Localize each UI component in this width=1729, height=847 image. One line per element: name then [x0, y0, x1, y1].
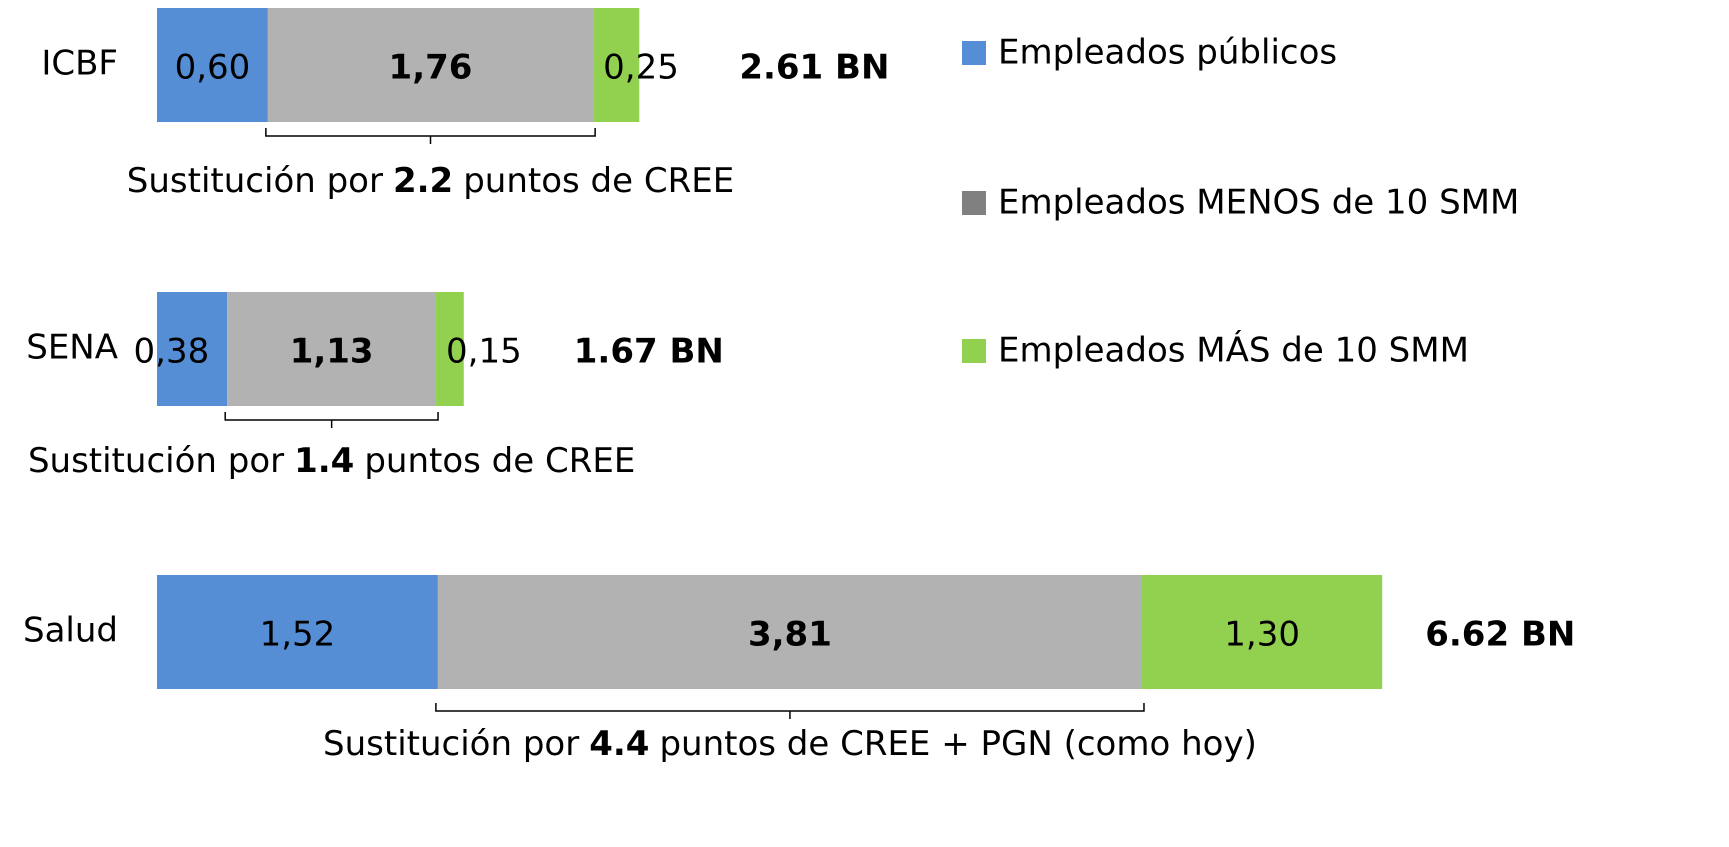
total-label: 1.67 BN [574, 332, 724, 372]
legend-swatch [962, 191, 986, 215]
bar-segment [267, 8, 594, 122]
annotation: Sustitución por 1.4 puntos de CREE [28, 441, 635, 481]
legend-label: Empleados MÁS de 10 SMM [998, 330, 1469, 371]
bar-segment [437, 575, 1142, 689]
legend-label: Empleados MENOS de 10 SMM [998, 183, 1519, 223]
legend-label: Empleados públicos [998, 33, 1337, 73]
brace [435, 703, 1145, 719]
total-label: 6.62 BN [1425, 615, 1575, 655]
annotation-text: Sustitución por [127, 161, 383, 201]
bar-segment [157, 292, 228, 406]
bar-segment [1141, 575, 1383, 689]
total-label: 2.61 BN [739, 48, 889, 88]
annotation-bold: 2.2 [393, 161, 453, 201]
legend-swatch [962, 339, 986, 363]
annotation-text: Sustitución por [323, 724, 579, 764]
value-label: 0,38 [134, 332, 210, 372]
category-label: Salud [23, 611, 118, 651]
bar-segment [593, 8, 640, 122]
category-label: SENA [26, 328, 118, 368]
value-label: 0,25 [603, 48, 679, 88]
brace [265, 128, 596, 144]
bar-segment [157, 575, 438, 689]
brace [224, 412, 439, 428]
bar-segment [436, 292, 464, 406]
value-label: 0,60 [175, 48, 251, 88]
value-label: 1,13 [290, 332, 374, 372]
annotation-text: puntos de CREE [364, 441, 635, 481]
value-label: 0,15 [446, 332, 522, 372]
bar-segment [227, 292, 437, 406]
annotation-bold: 1.4 [294, 441, 354, 481]
value-label: 1,76 [389, 48, 473, 88]
annotation-text: puntos de CREE + PGN (como hoy) [659, 724, 1256, 764]
value-label: 3,81 [748, 615, 832, 655]
annotation-text: puntos de CREE [463, 161, 734, 201]
annotation-bold: 4.4 [589, 724, 649, 764]
value-label: 1,52 [260, 615, 336, 655]
bar-segment [157, 8, 268, 122]
annotation: Sustitución por 2.2 puntos de CREE [127, 161, 734, 201]
value-label: 1,30 [1224, 615, 1300, 655]
category-label: ICBF [41, 44, 118, 84]
annotation: Sustitución por 4.4 puntos de CREE + PGN (… [323, 724, 1257, 764]
legend-swatch [962, 41, 986, 65]
annotation-text: Sustitución por [28, 441, 284, 481]
